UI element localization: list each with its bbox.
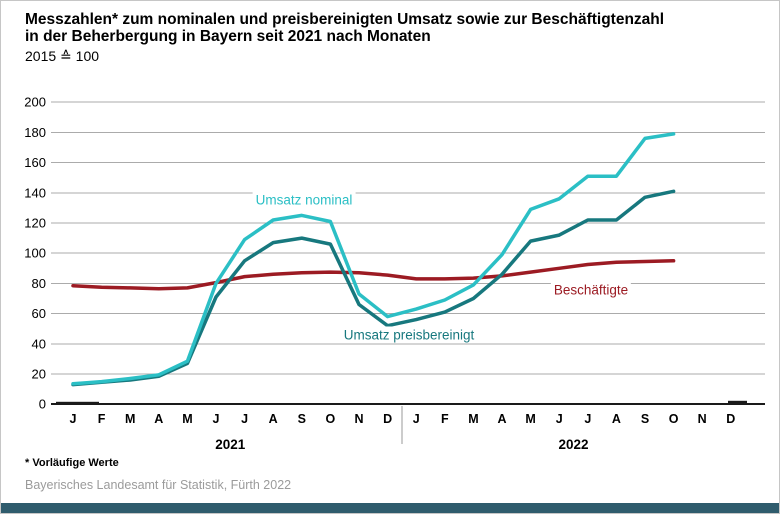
month-label-11: D — [383, 412, 392, 426]
month-label-6: J — [241, 412, 248, 426]
series-line-umsatz-nominal — [71, 132, 676, 386]
y-tick-label-20: 20 — [32, 367, 46, 382]
month-label-12: J — [413, 412, 420, 426]
month-label-13: F — [441, 412, 449, 426]
month-label-23: D — [726, 412, 735, 426]
month-label-1: F — [98, 412, 106, 426]
month-label-16: M — [525, 412, 535, 426]
y-tick-label-200: 200 — [24, 95, 46, 110]
month-label-17: J — [556, 412, 563, 426]
y-tick-label-60: 60 — [32, 306, 46, 321]
series-line-besch-ftigte — [71, 259, 676, 291]
y-tick-label-80: 80 — [32, 276, 46, 291]
month-label-10: N — [354, 412, 363, 426]
month-label-2: M — [125, 412, 135, 426]
y-tick-label-40: 40 — [32, 336, 46, 351]
footnote: * Vorläufige Werte — [25, 457, 119, 469]
year-label-2021: 2021 — [215, 437, 246, 452]
source-credit: Bayerisches Landesamt für Statistik, Für… — [25, 478, 292, 492]
month-label-7: A — [269, 412, 278, 426]
y-tick-label-100: 100 — [24, 246, 46, 261]
y-tick-label-160: 160 — [24, 155, 46, 170]
month-label-15: A — [497, 412, 506, 426]
month-label-18: J — [584, 412, 591, 426]
month-label-0: J — [70, 412, 77, 426]
month-label-3: A — [154, 412, 163, 426]
y-tick-label-120: 120 — [24, 216, 46, 231]
month-label-20: S — [641, 412, 649, 426]
month-label-4: M — [182, 412, 192, 426]
month-label-22: N — [698, 412, 707, 426]
year-label-2022: 2022 — [558, 437, 588, 452]
y-tick-label-180: 180 — [24, 125, 46, 140]
chart-subtitle: 2015 ≙ 100 — [25, 48, 100, 64]
month-label-19: A — [612, 412, 621, 426]
chart-header: Messzahlen* zum nominalen und preisberei… — [25, 11, 664, 65]
bottom-bar — [1, 503, 779, 513]
month-label-21: O — [669, 412, 679, 426]
month-label-14: M — [468, 412, 478, 426]
chart-title-line1: Messzahlen* zum nominalen und preisberei… — [25, 11, 665, 28]
chart-title-line2: in der Beherbergung in Bayern seit 2021 … — [25, 28, 431, 45]
y-tick-label-0: 0 — [39, 397, 46, 412]
month-label-8: S — [298, 412, 306, 426]
month-label-5: J — [213, 412, 220, 426]
month-label-9: O — [326, 412, 336, 426]
axis-segment-right — [728, 400, 747, 404]
y-tick-label-140: 140 — [24, 185, 46, 200]
axis-segment-left — [56, 401, 99, 405]
